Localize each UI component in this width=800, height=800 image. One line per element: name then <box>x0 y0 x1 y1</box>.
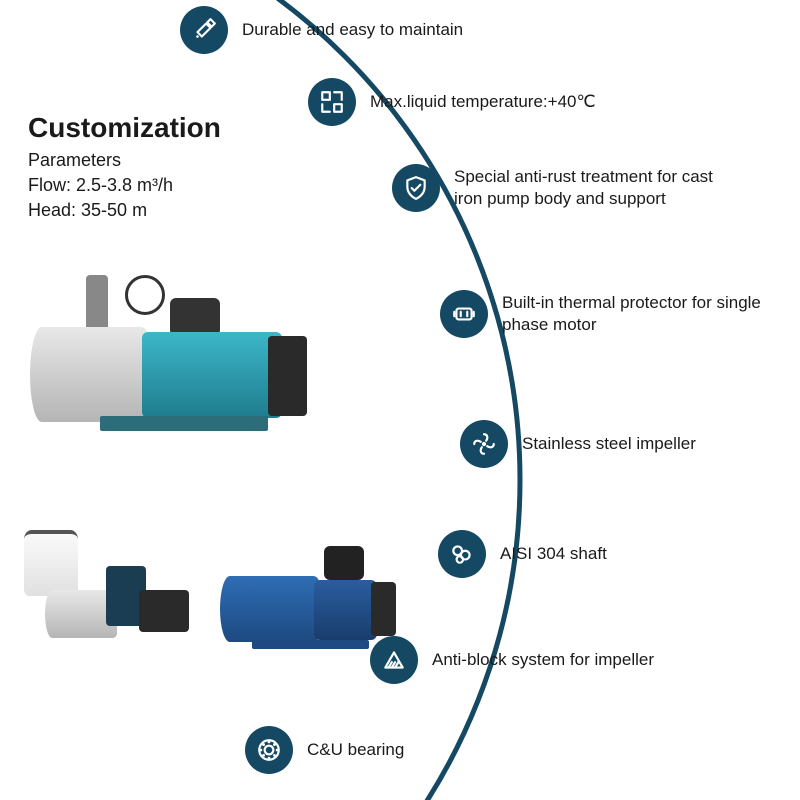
feature-shaft: AISI 304 shaft <box>438 530 607 578</box>
feature-anti-rust: Special anti-rust treatment for cast iro… <box>392 164 714 212</box>
bearing-icon <box>245 726 293 774</box>
feature-label: Built-in thermal protector for single ph… <box>502 292 762 336</box>
triangle-icon <box>370 636 418 684</box>
feature-bearing: C&U bearing <box>245 726 404 774</box>
feature-label: AISI 304 shaft <box>500 543 607 565</box>
param-flow: Flow: 2.5-3.8 m³/h <box>28 173 173 198</box>
section-title: Customization <box>28 112 221 144</box>
feature-label: Durable and easy to maintain <box>242 19 463 41</box>
feature-impeller: Stainless steel impeller <box>460 420 696 468</box>
wrench-icon <box>180 6 228 54</box>
feature-anti-block: Anti-block system for impeller <box>370 636 654 684</box>
feature-label: Max.liquid temperature:+40℃ <box>370 91 596 113</box>
feature-max-temp: Max.liquid temperature:+40℃ <box>308 78 596 126</box>
motor-icon <box>440 290 488 338</box>
qr-icon <box>308 78 356 126</box>
param-label: Parameters <box>28 148 173 173</box>
param-head: Head: 35-50 m <box>28 198 173 223</box>
feature-durable: Durable and easy to maintain <box>180 6 463 54</box>
fan-icon <box>460 420 508 468</box>
product-image-secondary-1 <box>20 530 200 650</box>
shield-icon <box>392 164 440 212</box>
product-image-main <box>30 260 310 450</box>
feature-label: Stainless steel impeller <box>522 433 696 455</box>
feature-label: C&U bearing <box>307 739 404 761</box>
pipes-icon <box>438 530 486 578</box>
feature-label: Anti-block system for impeller <box>432 649 654 671</box>
feature-label: Special anti-rust treatment for cast iro… <box>454 166 714 210</box>
parameters-block: Parameters Flow: 2.5-3.8 m³/h Head: 35-5… <box>28 148 173 224</box>
feature-thermal: Built-in thermal protector for single ph… <box>440 290 762 338</box>
